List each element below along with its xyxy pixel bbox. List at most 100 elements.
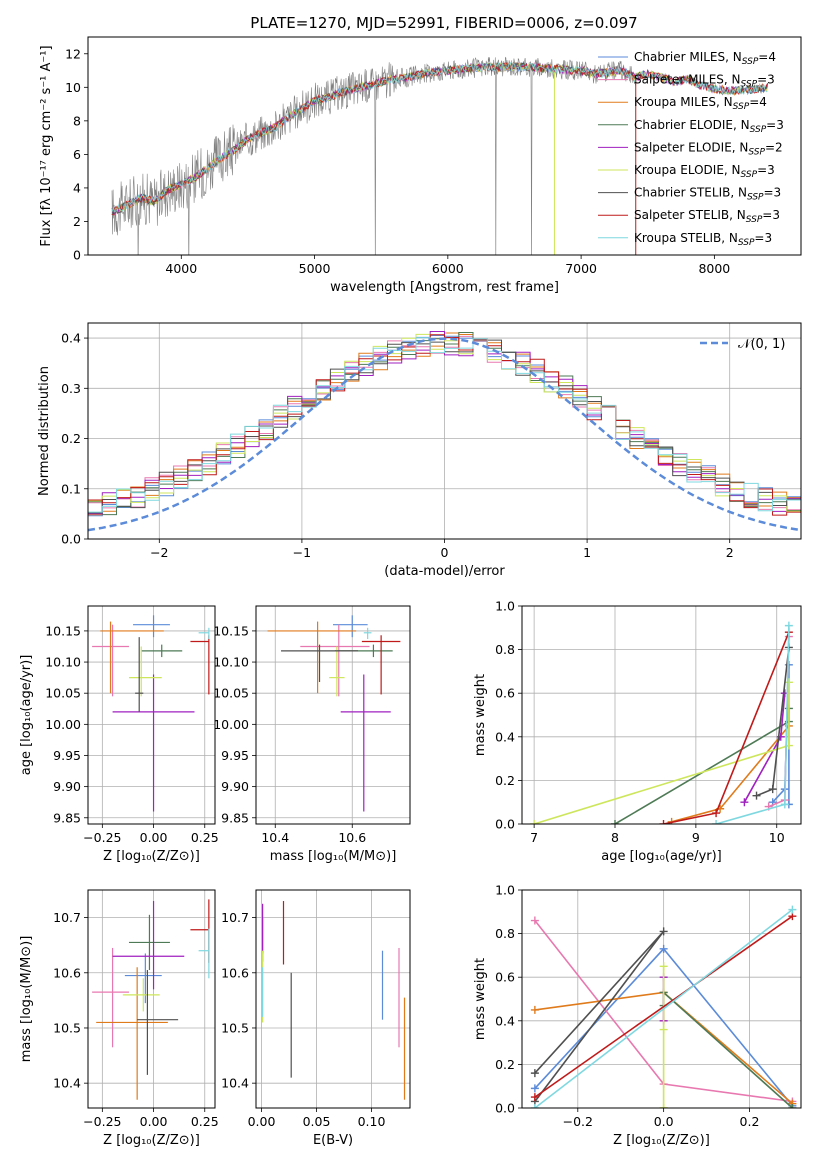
legend-suffix: =4 bbox=[758, 50, 776, 64]
legend-entry: 𝒩(0, 1) bbox=[738, 337, 785, 352]
x-axis-label: age [log₁₀(age/yr)] bbox=[601, 849, 722, 864]
y-tick-label: 6 bbox=[73, 147, 81, 162]
y-tick-label: 10.15 bbox=[213, 623, 249, 638]
series-marker bbox=[712, 809, 721, 818]
legend-suffix: =3 bbox=[762, 208, 780, 222]
data-spectrum bbox=[111, 56, 638, 255]
x-tick-label: 6000 bbox=[432, 261, 464, 276]
series-line-8 bbox=[534, 908, 793, 1108]
histogram-step-8 bbox=[88, 337, 801, 513]
legend-suffix: =3 bbox=[757, 73, 775, 87]
series-marker bbox=[530, 1005, 539, 1014]
y-tick-label: 10.7 bbox=[221, 910, 249, 925]
series-line-6 bbox=[534, 930, 665, 1102]
series-marker bbox=[659, 927, 668, 936]
histogram-step-6 bbox=[88, 339, 801, 514]
weight_vs_age-plot-area bbox=[530, 621, 793, 824]
series-marker bbox=[784, 678, 793, 687]
y-tick-label: 0.8 bbox=[495, 926, 515, 941]
series-line-4 bbox=[743, 693, 786, 803]
series-line-7 bbox=[663, 631, 790, 824]
legend-entry: Chabrier ELODIE, NSSP=3 bbox=[634, 118, 784, 135]
error-bar-7 bbox=[190, 635, 210, 695]
x-tick-label: 10.4 bbox=[261, 830, 289, 845]
x-tick-label: 10 bbox=[769, 830, 785, 845]
legend-suffix: =3 bbox=[757, 163, 775, 177]
histogram-step-7 bbox=[88, 334, 801, 516]
legend-suffix: =3 bbox=[764, 186, 782, 200]
y-tick-label: 9.85 bbox=[53, 810, 81, 825]
series-marker bbox=[530, 1104, 539, 1108]
y-tick-label: 1.0 bbox=[495, 883, 515, 898]
x-tick-label: 0.2 bbox=[740, 1114, 760, 1129]
y-tick-label: 9.95 bbox=[221, 748, 249, 763]
x-tick-label: 8000 bbox=[698, 261, 730, 276]
series-marker bbox=[659, 1104, 668, 1108]
y-tick-label: 10.7 bbox=[53, 910, 81, 925]
axes-frame bbox=[87, 36, 802, 256]
y-tick-label: 0.3 bbox=[61, 381, 81, 396]
x-axis-label: Z [log₁₀(Z/Z⊙)] bbox=[103, 849, 200, 864]
legend-sub: SSP bbox=[741, 80, 758, 90]
axes-frame bbox=[87, 322, 802, 540]
x-tick-label: 5000 bbox=[299, 261, 331, 276]
series-marker bbox=[768, 785, 777, 794]
legend-sub: SSP bbox=[742, 57, 759, 67]
x-tick-label: −2 bbox=[150, 545, 168, 560]
residuals-plot-area bbox=[88, 331, 801, 532]
axes-frame bbox=[521, 889, 802, 1109]
series-line-8 bbox=[715, 625, 790, 824]
legend-entry: Kroupa MILES, NSSP=4 bbox=[634, 95, 767, 112]
x-tick-label: −0.2 bbox=[563, 1114, 593, 1129]
error-bar-0 bbox=[133, 615, 170, 638]
y-tick-label: 0.4 bbox=[61, 331, 81, 346]
x-tick-label: 0.00 bbox=[140, 1114, 168, 1129]
axes-frame bbox=[87, 889, 216, 1109]
error-bar-4 bbox=[340, 674, 391, 812]
axes-frame bbox=[255, 889, 411, 1109]
y-axis-label: Normed distribution bbox=[37, 366, 52, 496]
y-tick-label: 0.0 bbox=[61, 532, 81, 547]
error-bar-6 bbox=[137, 970, 179, 1075]
y-tick-label: 0.2 bbox=[495, 1057, 515, 1072]
legend-sub: SSP bbox=[733, 102, 750, 112]
series-marker bbox=[611, 820, 619, 824]
x-tick-label: −1 bbox=[293, 545, 311, 560]
age_vs_mass-plot-area bbox=[267, 615, 401, 812]
legend-sub: SSP bbox=[747, 193, 764, 203]
legend-suffix: =3 bbox=[754, 231, 772, 245]
mass_vs_Z-panel: −0.25 0.00 0.25 10.4 10.5 10.6 10.7 Z [log₁₀(Z/… bbox=[19, 889, 219, 1148]
x-axis-label: mass [log₁₀(M/M⊙)] bbox=[270, 849, 397, 864]
error-bar-3 bbox=[141, 644, 183, 658]
mass_vs_ebv-plot-area bbox=[262, 901, 406, 1100]
legend-label: Chabrier MILES, N bbox=[634, 50, 742, 64]
axes-frame bbox=[87, 605, 216, 825]
legend-suffix: =4 bbox=[749, 95, 767, 109]
legend-label: Kroupa ELODIE, N bbox=[634, 163, 741, 177]
y-tick-label: 10.5 bbox=[221, 1020, 249, 1035]
legend-label: Salpeter MILES, N bbox=[634, 73, 741, 87]
series-marker bbox=[659, 1025, 668, 1034]
series-marker bbox=[530, 1093, 539, 1102]
axes-frame bbox=[521, 605, 802, 825]
legend-sub: SSP bbox=[741, 170, 758, 180]
x-tick-label: 0.00 bbox=[140, 830, 168, 845]
series-marker bbox=[788, 905, 797, 914]
y-tick-label: 10.6 bbox=[53, 965, 81, 980]
y-tick-label: 0.0 bbox=[495, 817, 515, 832]
x-tick-label: 0.05 bbox=[303, 1114, 331, 1129]
x-tick-label: −0.25 bbox=[83, 830, 121, 845]
x-axis-label: (data-model)/error bbox=[384, 564, 505, 579]
legend-label: Kroupa STELIB, N bbox=[634, 231, 738, 245]
error-bar-2 bbox=[96, 967, 168, 1100]
error-bar-1 bbox=[300, 624, 370, 697]
y-tick-label: 0.0 bbox=[495, 1101, 515, 1116]
weight_vs_Z-plot-area bbox=[530, 905, 797, 1108]
error-bar-8 bbox=[198, 627, 210, 640]
error-bar-5 bbox=[122, 978, 160, 1012]
age_vs_Z-plot-area bbox=[92, 615, 210, 812]
series-marker bbox=[530, 1069, 539, 1078]
x-tick-label: 4000 bbox=[165, 261, 197, 276]
x-axis-label: E(B-V) bbox=[313, 1133, 353, 1148]
y-tick-label: 10.00 bbox=[45, 717, 81, 732]
